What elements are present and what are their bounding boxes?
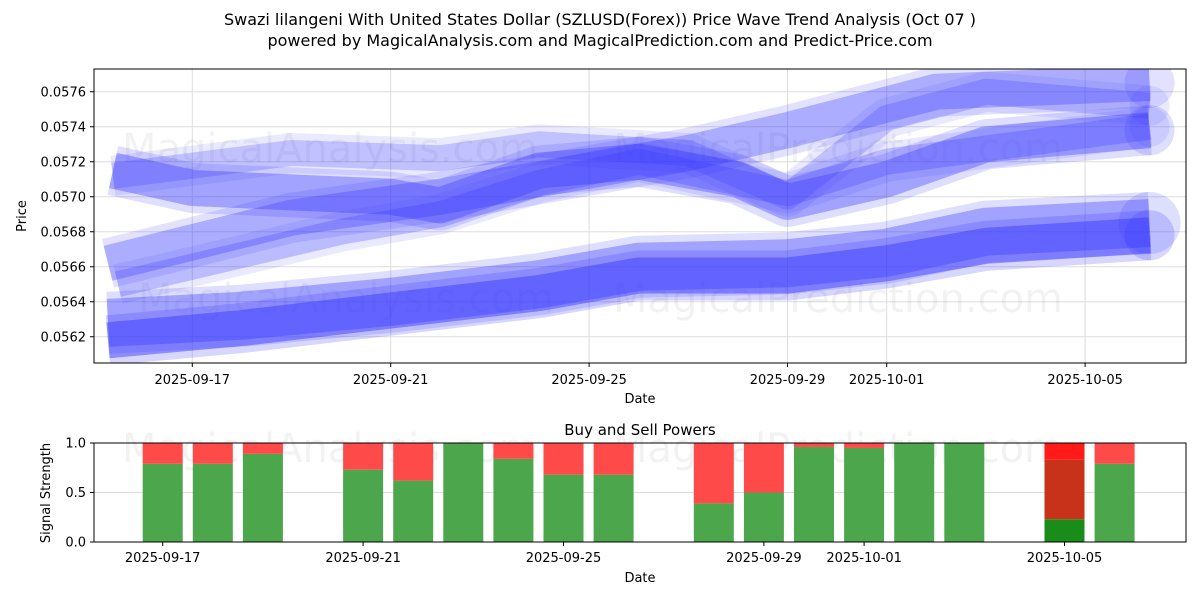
main-x-tick-label: 2025-10-01 (849, 373, 925, 388)
sell-bar (192, 443, 233, 464)
bars-y-tick-label: 0.5 (65, 486, 86, 501)
wave-rising-c-end-cap (1124, 69, 1175, 108)
main-y-ticks: 0.0562 0.0564 0.0566 0.0568 0.0570 0.0572 0.05… (41, 85, 94, 345)
wave-upper-b (111, 78, 1151, 210)
main-y-tick-label: 0.0564 (41, 295, 87, 310)
main-x-label: Date (624, 392, 655, 407)
wave-lower-f-halo (105, 210, 1152, 363)
wave-lower-f (106, 217, 1151, 359)
main-y-tick-label: 0.0566 (41, 260, 87, 275)
buy-bar (142, 463, 183, 542)
buy-bar (1094, 463, 1135, 542)
main-y-label: Price (15, 200, 30, 232)
main-y-tick-label: 0.0572 (41, 155, 87, 170)
wave-upper-a-end-cap (1124, 105, 1175, 156)
buy-bar (894, 443, 935, 542)
bars-x-label: Date (624, 571, 655, 586)
wave-lower-e (106, 199, 1151, 347)
bars-x-tick-label: 2025-10-05 (1027, 551, 1103, 566)
wave-upper-b-halo (110, 71, 1152, 217)
bars-x-tick-label: 2025-10-01 (826, 551, 902, 566)
bars-title: Buy and Sell Powers (564, 421, 716, 439)
sell-bar (844, 443, 885, 448)
bars-y-tick-label: 1.0 (65, 437, 86, 452)
buy-bar (543, 474, 584, 542)
buy-bar (944, 443, 985, 542)
wave-bands (101, 69, 1181, 363)
wave-upper-b-end-cap (1129, 85, 1170, 126)
buy-bar (393, 480, 434, 542)
sell-bar (693, 443, 734, 504)
buy-bar (242, 453, 283, 542)
main-x-tick-label: 2025-09-29 (750, 373, 826, 388)
bars-x-ticks: 2025-09-17 2025-09-21 2025-09-25 2025-09-29… (125, 542, 1102, 566)
watermark-prediction-mid: MagicalPrediction.com (613, 276, 1063, 322)
main-x-tick-label: 2025-09-21 (353, 373, 429, 388)
buy-bar (192, 463, 233, 542)
main-x-tick-label: 2025-09-17 (155, 373, 231, 388)
sell-bar (743, 443, 784, 493)
watermark-prediction-top: MagicalPrediction.com (613, 126, 1063, 172)
sell-bar (142, 443, 183, 464)
buy-bar (443, 443, 484, 542)
wave-upper-a-halo (107, 105, 1152, 231)
buy-bar (1044, 519, 1085, 542)
wave-rising-d-halo (113, 106, 1153, 304)
wave-lower-e-halo (106, 192, 1152, 354)
main-x-tick-label: 2025-09-25 (551, 373, 627, 388)
wave-upper-a (109, 112, 1152, 224)
main-y-tick-label: 0.0576 (41, 85, 87, 100)
wave-rising-d-end-cap (1129, 106, 1170, 147)
main-grid (94, 69, 1186, 363)
bars-y-tick-label: 0.0 (65, 536, 86, 551)
main-y-tick-label: 0.0568 (41, 225, 87, 240)
sell-bar (242, 443, 283, 454)
buy-bar (743, 492, 784, 542)
wave-rising-d (114, 113, 1152, 297)
chart-subtitle: powered by MagicalAnalysis.com and Magic… (267, 31, 933, 50)
wave-lower-e-end-cap (1118, 192, 1181, 254)
main-y-tick-label: 0.0562 (41, 330, 87, 345)
wave-rising-c (103, 69, 1151, 281)
main-y-tick-label: 0.0574 (41, 120, 87, 135)
sell-bar (393, 443, 434, 481)
buy-bar (693, 503, 734, 542)
buy-bar (493, 458, 534, 542)
bars-x-tick-label: 2025-09-21 (325, 551, 401, 566)
main-x-ticks: 2025-09-17 2025-09-21 2025-09-25 2025-09-29… (155, 363, 1123, 388)
bars-x-tick-label: 2025-09-17 (125, 551, 201, 566)
wave-lower-f-end-cap (1124, 210, 1175, 261)
sell-bar (543, 443, 584, 475)
bars-y-ticks: 0.0 0.5 1.0 (65, 437, 94, 551)
bars-y-label: Signal Strength (39, 443, 54, 543)
main-y-tick-label: 0.0570 (41, 190, 87, 205)
buy-bar (343, 469, 384, 542)
buy-bar (844, 447, 885, 542)
sell-bar (343, 443, 384, 470)
watermark-prediction-bars: MagicalPrediction.com (613, 426, 1063, 472)
watermark-analysis-top: MagicalAnalysis.com (122, 126, 538, 172)
wave-rising-c-halo (101, 69, 1151, 288)
bars-x-tick-label: 2025-09-25 (526, 551, 602, 566)
bars-x-tick-label: 2025-09-29 (726, 551, 802, 566)
buy-bar (794, 446, 834, 542)
sell-bar (593, 443, 634, 475)
buy-bar (593, 474, 634, 542)
chart-title: Swazi lilangeni With United States Dolla… (223, 10, 977, 29)
watermark-analysis-mid: MagicalAnalysis.com (138, 276, 554, 322)
sell-bar (1044, 443, 1085, 460)
sell-bar (1094, 443, 1135, 464)
buy-sell-bars (142, 443, 1135, 542)
main-axes-frame (93, 68, 1187, 364)
sell-bar (794, 443, 834, 447)
mixed-bar (1044, 459, 1085, 520)
sell-bar (493, 443, 534, 459)
main-x-tick-label: 2025-10-05 (1047, 373, 1123, 388)
